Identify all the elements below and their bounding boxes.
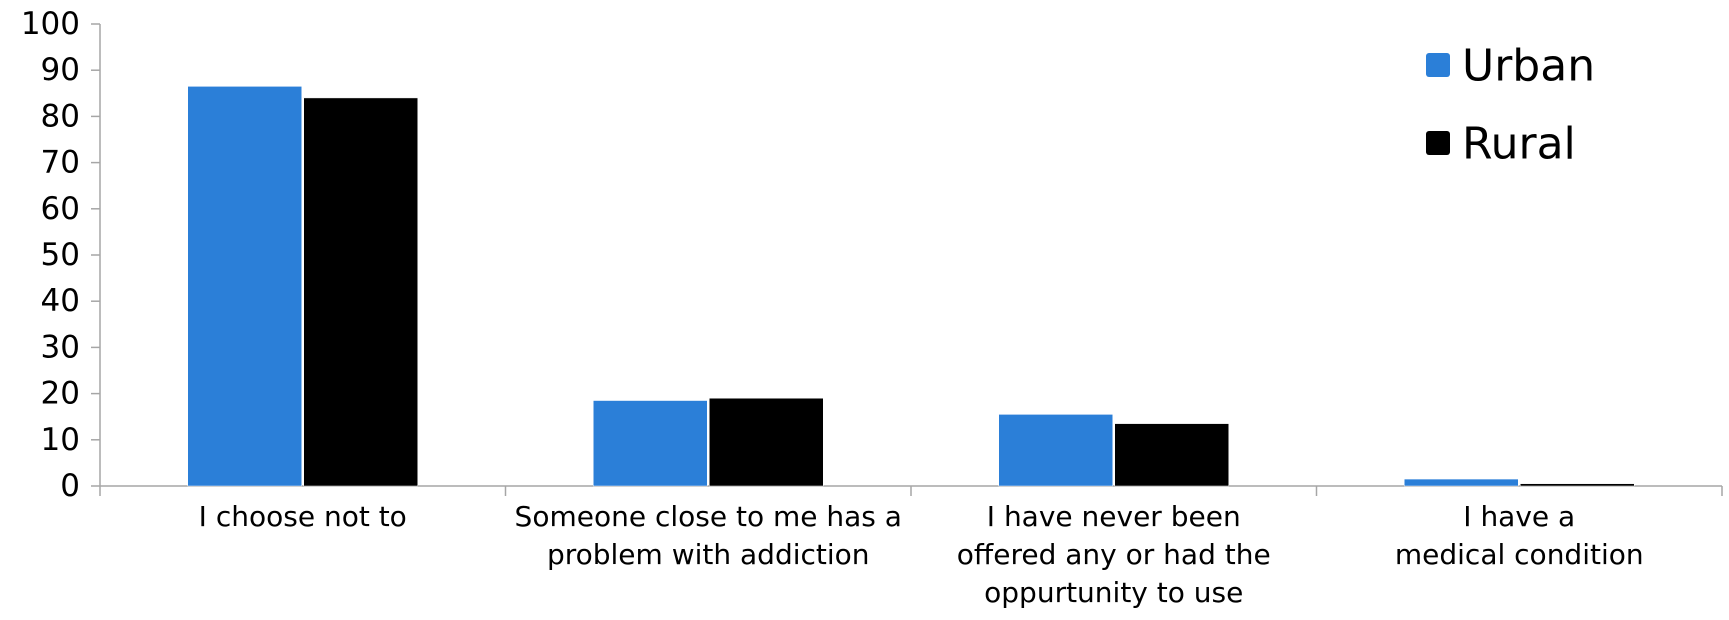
- x-tick-label: I have a: [1463, 500, 1575, 533]
- bar-urban-3: [998, 414, 1113, 487]
- y-tick-label: 40: [41, 283, 80, 319]
- x-tick-label: medical condition: [1395, 538, 1644, 571]
- y-tick-label: 80: [41, 98, 80, 134]
- x-tick-label: I choose not to: [199, 500, 407, 533]
- legend: Urban Rural: [1426, 41, 1595, 170]
- y-axis: 0 10 20 30 40 50 60 70 80 90 100: [21, 6, 101, 504]
- bar-urban-4: [1404, 478, 1519, 487]
- legend-label-rural: Rural: [1462, 119, 1576, 170]
- y-tick-label: 20: [41, 376, 80, 412]
- y-tick-label: 0: [60, 468, 80, 504]
- x-tick-label: I have never been: [987, 500, 1241, 533]
- bar-rural-1: [303, 97, 418, 487]
- x-tick-label: oppurtunity to use: [984, 576, 1243, 609]
- y-tick-label: 10: [41, 422, 80, 458]
- x-tick-label: offered any or had the: [957, 538, 1271, 571]
- x-tick-label: Someone close to me has a: [515, 500, 902, 533]
- bar-rural-2: [709, 397, 824, 487]
- x-tick-label: problem with addiction: [547, 538, 870, 571]
- bar-rural-3: [1114, 423, 1229, 487]
- bar-urban-1: [187, 86, 302, 487]
- bar-urban-2: [593, 400, 708, 487]
- bar-rural-4: [1520, 483, 1635, 487]
- y-tick-label: 60: [41, 191, 80, 227]
- legend-swatch-rural: [1426, 131, 1450, 155]
- legend-label-urban: Urban: [1462, 41, 1595, 92]
- y-tick-label: 50: [41, 237, 80, 273]
- y-tick-label: 70: [41, 145, 80, 181]
- y-tick-label: 100: [21, 6, 80, 42]
- y-tick-label: 90: [41, 52, 80, 88]
- y-tick-label: 30: [41, 329, 80, 365]
- x-axis: I choose not to Someone close to me has a…: [99, 485, 1723, 609]
- bars: [187, 86, 1635, 487]
- legend-swatch-urban: [1426, 53, 1450, 77]
